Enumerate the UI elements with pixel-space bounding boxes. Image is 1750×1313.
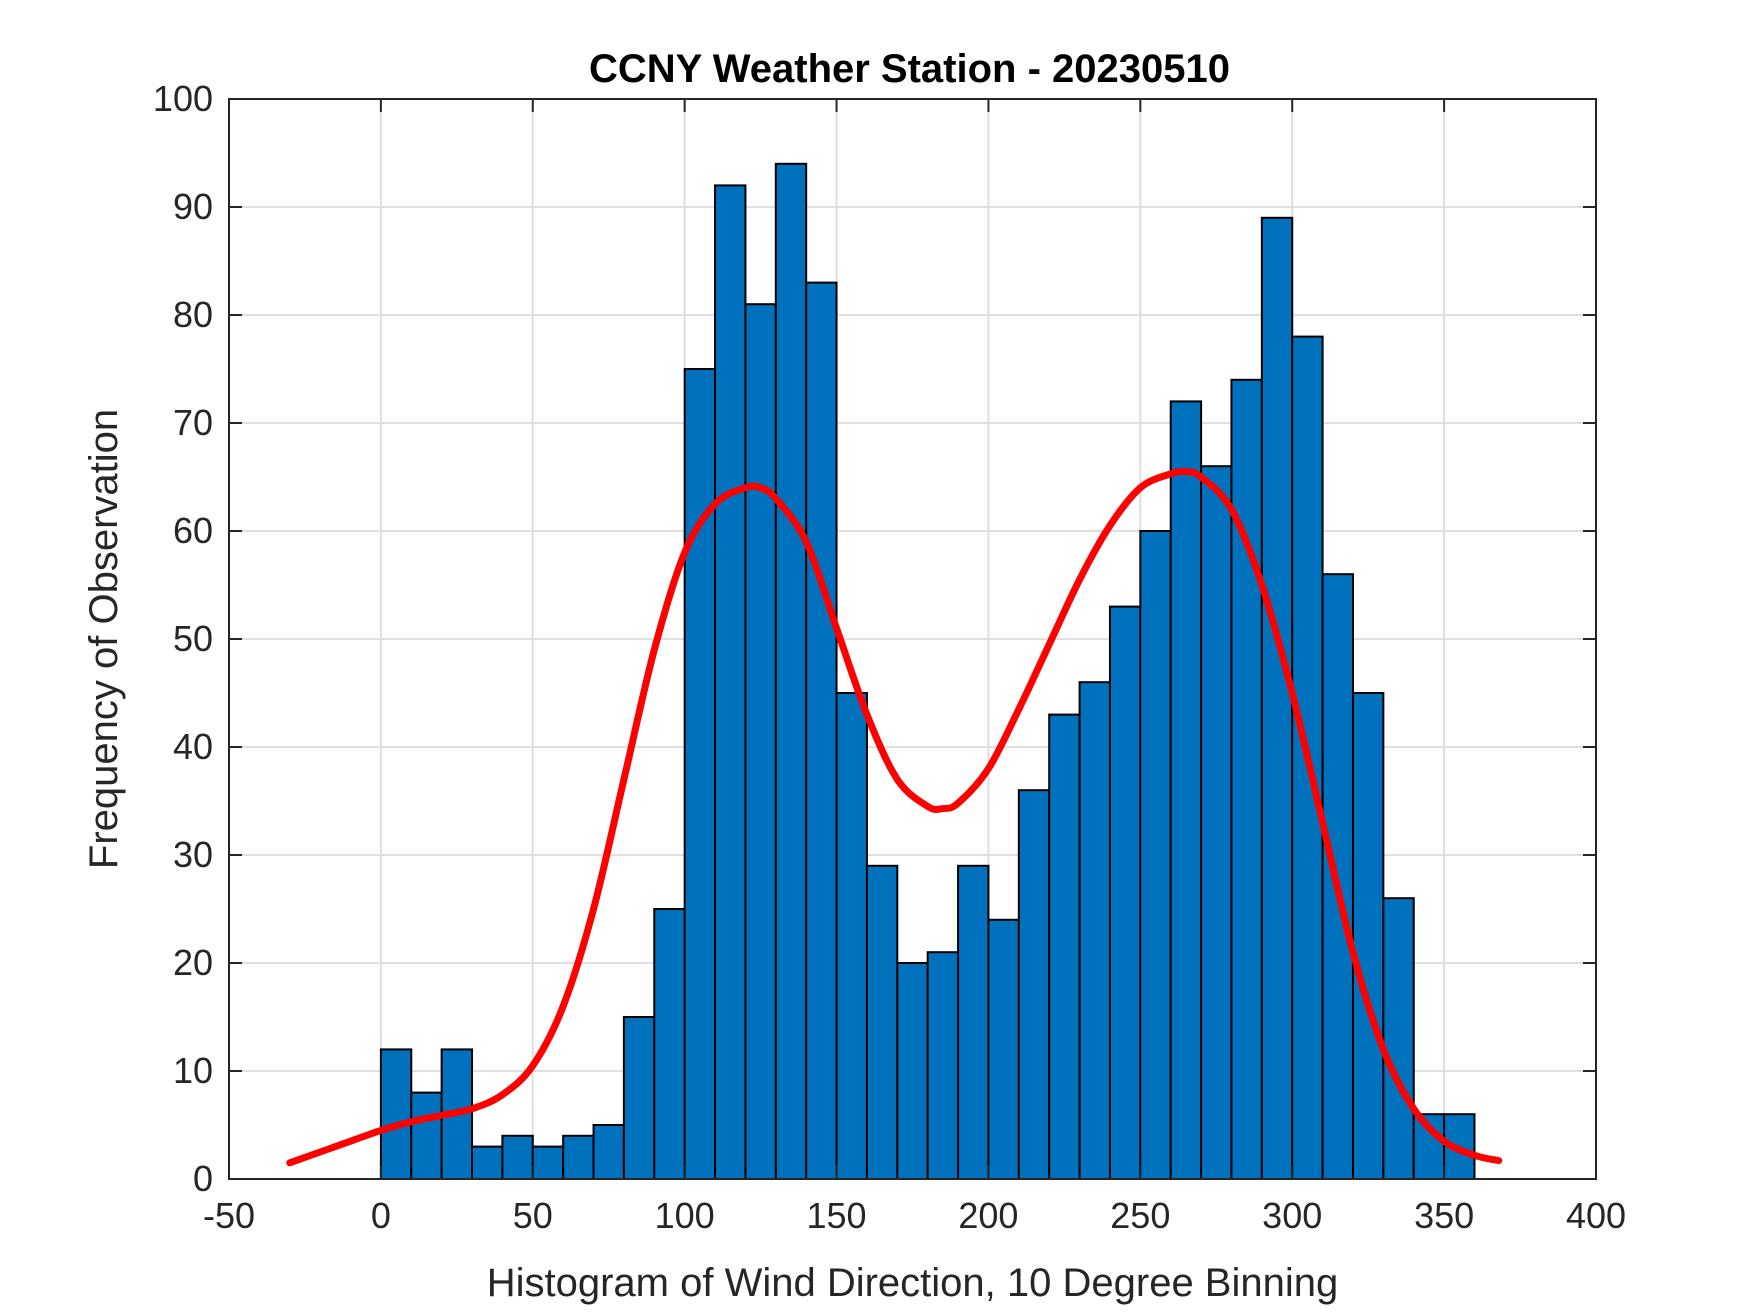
histogram-bar [744, 303, 777, 1180]
histogram-bar [1017, 789, 1051, 1180]
histogram-bar [1260, 216, 1294, 1181]
histogram-bar [622, 1016, 656, 1180]
y-axis-label: Frequency of Observation [82, 409, 126, 869]
histogram-bar [805, 281, 838, 1181]
x-tick-label: 100 [655, 1195, 715, 1236]
y-tick-label: 80 [173, 294, 213, 335]
histogram-bar [957, 864, 990, 1180]
histogram-bar [987, 918, 1020, 1180]
histogram-bar [1078, 681, 1111, 1180]
histogram-bar [714, 184, 747, 1180]
fit-curve-line [286, 467, 1503, 1167]
histogram-bar [835, 692, 868, 1180]
histogram-bar [683, 368, 717, 1180]
histogram-bar [653, 908, 686, 1180]
chart-title: CCNY Weather Station - 20230510 [589, 47, 1230, 91]
x-tick-label: 250 [1110, 1195, 1170, 1236]
histogram-bar [896, 962, 929, 1180]
histogram-bar [774, 162, 808, 1181]
x-axis-label: Histogram of Wind Direction, 10 Degree B… [487, 1261, 1339, 1305]
x-tick-label: 200 [958, 1195, 1018, 1236]
y-tick-label: 0 [193, 1158, 213, 1199]
histogram-bar [865, 864, 899, 1180]
x-tick-label: 300 [1262, 1195, 1322, 1236]
histogram-bar [1351, 692, 1385, 1180]
y-tick-label: 10 [173, 1050, 213, 1091]
x-tick-label: -50 [203, 1195, 255, 1236]
axis-ticks [228, 98, 1597, 1180]
histogram-bar [1048, 713, 1081, 1180]
y-tick-label: 70 [173, 402, 213, 443]
y-tick-label: 50 [173, 618, 213, 659]
histogram-bar [592, 1124, 625, 1180]
histogram-bar [410, 1091, 443, 1180]
histogram-bar [501, 1134, 534, 1181]
histogram-bar [926, 951, 960, 1181]
x-tick-label: 0 [371, 1195, 391, 1236]
tick-labels: -50 0 50 100 150 200 250 300 350 4000102030405060… [153, 78, 1626, 1236]
histogram-bar [1169, 400, 1203, 1180]
x-tick-label: 350 [1414, 1195, 1474, 1236]
histogram-bar [531, 1145, 565, 1180]
y-tick-label: 40 [173, 726, 213, 767]
histogram-bar [1382, 897, 1415, 1180]
histogram-bar [471, 1145, 504, 1180]
histogram-bar [562, 1134, 595, 1181]
x-tick-label: 150 [807, 1195, 867, 1236]
y-tick-label: 60 [173, 510, 213, 551]
histogram-bar [379, 1048, 413, 1181]
y-tick-label: 90 [173, 186, 213, 227]
y-tick-label: 100 [153, 78, 213, 119]
histogram-bar [1200, 465, 1233, 1180]
histogram-bar [1230, 378, 1263, 1180]
x-tick-label: 400 [1566, 1195, 1626, 1236]
x-tick-label: 50 [513, 1195, 553, 1236]
y-tick-label: 20 [173, 942, 213, 983]
histogram-bar [1139, 530, 1172, 1180]
histogram-bar [1108, 605, 1142, 1180]
y-tick-label: 30 [173, 834, 213, 875]
